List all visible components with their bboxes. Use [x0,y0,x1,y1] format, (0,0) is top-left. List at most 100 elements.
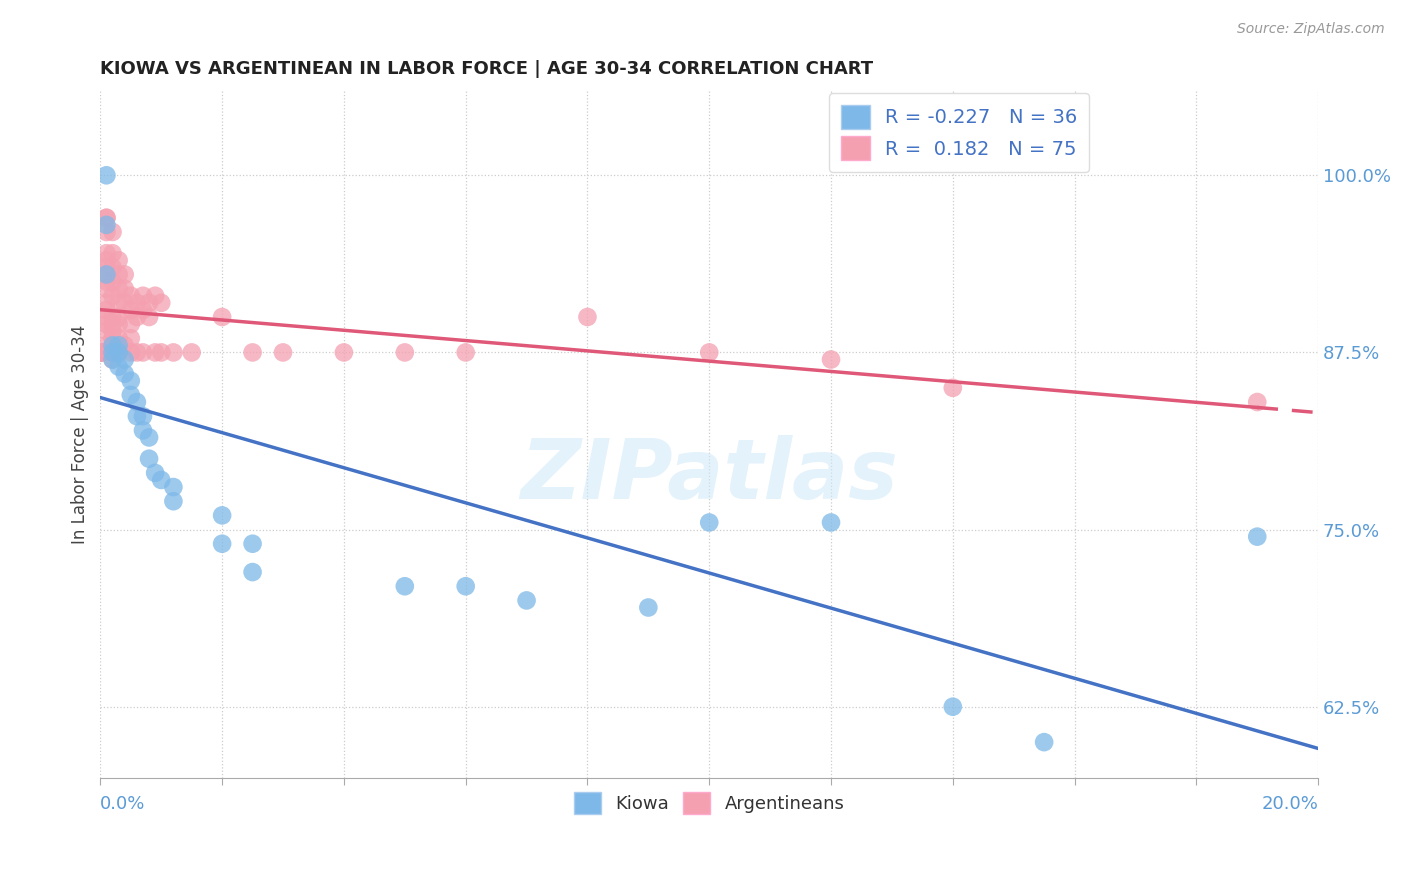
Point [114,268,136,282]
Point [454,345,477,359]
Point [96,218,118,232]
Point [114,352,136,367]
Point [96,268,118,282]
Point [101,246,124,260]
Point [96,225,118,239]
Point [150,345,173,359]
Point [132,345,155,359]
Point [101,338,124,352]
Text: 0.0%: 0.0% [100,795,146,813]
Point [96,211,118,225]
Point [96,310,118,324]
Point [107,345,129,359]
Point [143,345,166,359]
Point [120,289,142,303]
Point [101,324,124,338]
Point [89,345,111,359]
Point [942,699,965,714]
Point [107,331,129,345]
Point [1033,735,1056,749]
Point [114,367,136,381]
Point [942,381,965,395]
Point [211,537,233,551]
Point [101,225,124,239]
Point [89,345,111,359]
Point [89,345,111,359]
Point [242,537,264,551]
Point [162,480,184,494]
Point [101,317,124,331]
Point [1246,395,1268,409]
Point [114,282,136,296]
Point [96,253,118,268]
Point [107,310,129,324]
Point [101,338,124,352]
Text: Source: ZipAtlas.com: Source: ZipAtlas.com [1237,22,1385,37]
Point [101,345,124,359]
Point [697,516,720,530]
Point [107,295,129,310]
Point [120,345,142,359]
Point [120,317,142,331]
Text: ZIPatlas: ZIPatlas [520,434,898,516]
Point [637,600,659,615]
Point [820,516,842,530]
Point [96,282,118,296]
Point [89,345,111,359]
Point [125,295,148,310]
Point [143,289,166,303]
Point [125,310,148,324]
Point [271,345,294,359]
Point [125,409,148,424]
Text: KIOWA VS ARGENTINEAN IN LABOR FORCE | AGE 30-34 CORRELATION CHART: KIOWA VS ARGENTINEAN IN LABOR FORCE | AG… [100,60,873,78]
Point [120,331,142,345]
Point [138,295,160,310]
Point [96,268,118,282]
Point [96,246,118,260]
Point [138,430,160,444]
Point [454,579,477,593]
Point [89,345,111,359]
Point [576,310,599,324]
Point [96,211,118,225]
Point [107,345,129,359]
Point [101,345,124,359]
Point [96,275,118,289]
Point [162,345,184,359]
Point [132,302,155,317]
Point [89,345,111,359]
Point [107,282,129,296]
Point [114,338,136,352]
Point [96,169,118,183]
Point [101,331,124,345]
Point [101,289,124,303]
Point [211,310,233,324]
Point [96,302,118,317]
Point [138,310,160,324]
Point [211,508,233,523]
Point [143,466,166,480]
Point [125,395,148,409]
Point [101,352,124,367]
Point [132,289,155,303]
Point [96,317,118,331]
Point [101,275,124,289]
Point [96,324,118,338]
Point [150,295,173,310]
Point [180,345,202,359]
Point [1246,530,1268,544]
Point [516,593,538,607]
Point [101,260,124,275]
Point [114,295,136,310]
Point [101,310,124,324]
Point [150,473,173,487]
Point [162,494,184,508]
Point [820,352,842,367]
Point [96,295,118,310]
Point [101,352,124,367]
Point [132,409,155,424]
Point [107,359,129,374]
Point [394,579,416,593]
Point [242,565,264,579]
Point [132,423,155,437]
